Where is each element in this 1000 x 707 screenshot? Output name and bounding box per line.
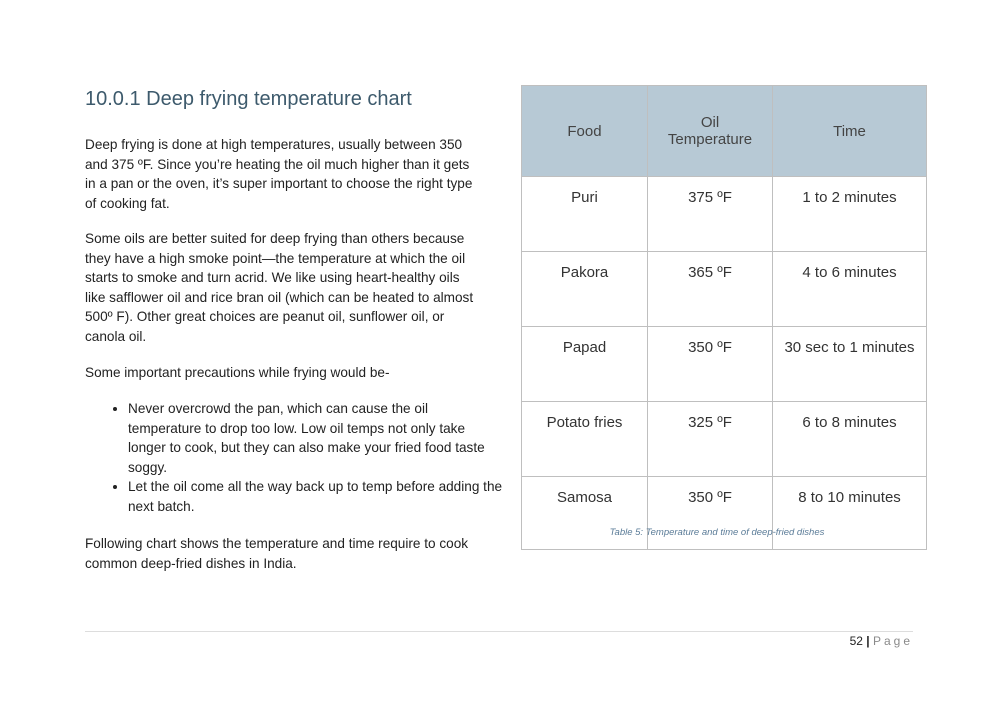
- header-cell: Food: [521, 85, 648, 177]
- page-label: Page: [872, 634, 913, 648]
- bullet: Never overcrowd the pan, which can cause…: [128, 399, 503, 477]
- table-cell: 1 to 2 minutes: [772, 176, 927, 252]
- table-cell: 6 to 8 minutes: [772, 401, 927, 477]
- header-cell: Time: [772, 85, 927, 177]
- table-cell: Puri: [521, 176, 648, 252]
- caption: Table 5: Temperature and time of deep-fr…: [609, 527, 825, 538]
- paragraph: Following chart shows the temperature an…: [85, 536, 469, 571]
- page-number: 52: [849, 634, 863, 648]
- table-cell: Potato fries: [521, 401, 648, 477]
- table-row: Puri 375 ºF 1 to 2 minutes: [521, 176, 927, 252]
- table-cell: 365 ºF: [647, 251, 773, 327]
- table-cell: 325 ºF: [647, 401, 773, 477]
- table: Food Oil Temperature Time Puri 375 ºF 1 to…: [521, 85, 927, 550]
- table-cell: 30 sec to 1 minutes: [772, 326, 927, 402]
- heading: 10.0.1 Deep frying temperature chart: [85, 88, 412, 110]
- table-cell: 8 to 10 minutes: [772, 476, 927, 550]
- footer-rule: [85, 631, 913, 632]
- table-cell: 350 ºF: [647, 476, 773, 550]
- bullet-list: Never overcrowd the pan, which can cause…: [105, 399, 503, 517]
- table-row: Papad 350 ºF 30 sec to 1 minutes: [521, 326, 927, 402]
- table-cell: Samosa: [521, 476, 648, 550]
- table-cell: Papad: [521, 326, 648, 402]
- table-row: Potato fries 325 ºF 6 to 8 minutes: [521, 401, 927, 477]
- table-cell: 4 to 6 minutes: [772, 251, 927, 327]
- separator: |: [866, 634, 870, 648]
- table-row: Pakora 365 ºF 4 to 6 minutes: [521, 251, 927, 327]
- table-body: Puri 375 ºF 1 to 2 minutes Pakora 365 ºF 4 to…: [521, 176, 927, 550]
- footer: 52 | Page: [850, 634, 913, 648]
- paragraph: Some important precautions while frying …: [85, 365, 390, 380]
- paragraph: Some oils are better suited for deep fry…: [85, 231, 474, 344]
- table-cell: 350 ºF: [647, 326, 773, 402]
- table-cell: 375 ºF: [647, 176, 773, 252]
- header-cell: Oil Temperature: [647, 85, 773, 177]
- bullet: Let the oil come all the way back up to …: [128, 477, 503, 516]
- table-row: Samosa 350 ºF 8 to 10 minutes: [521, 476, 927, 550]
- table-cell: Pakora: [521, 251, 648, 327]
- paragraph: Deep frying is done at high temperatures…: [85, 137, 473, 211]
